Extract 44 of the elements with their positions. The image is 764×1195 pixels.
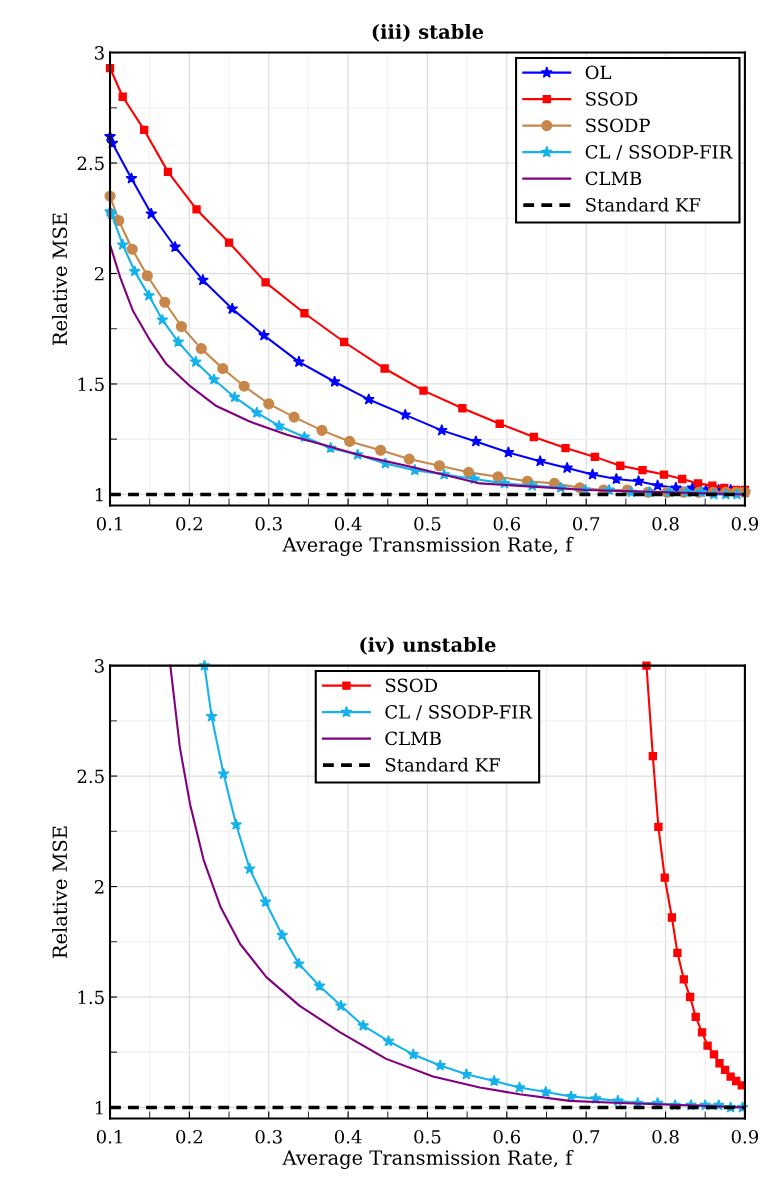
legend-label: CLMB — [385, 731, 441, 746]
x-tick-label: 0.7 — [573, 516, 600, 531]
legend-label: SSOD — [385, 678, 438, 693]
x-tick-label: 0.6 — [493, 516, 521, 531]
x-tick-label: 0.6 — [493, 1129, 521, 1144]
x-tick-label: 0.8 — [652, 1129, 679, 1144]
x-tick-label: 0.2 — [176, 1129, 202, 1144]
x-tick-label: 0.9 — [731, 1129, 759, 1144]
x-tick-label: 0.8 — [652, 516, 679, 531]
y-tick-label: 2 — [94, 880, 104, 894]
x-tick-label: 0.2 — [176, 516, 202, 531]
x-tick-label: 0.3 — [255, 516, 282, 531]
y-tick-label: 2.5 — [77, 769, 104, 784]
x-axis-title: Average Transmission Rate, f — [282, 536, 574, 556]
x-tick-label: 0.4 — [334, 516, 362, 531]
x-tick-label: 0.1 — [96, 516, 122, 531]
x-tick-label: 0.9 — [731, 516, 759, 531]
y-tick-label: 2.5 — [77, 156, 104, 171]
legend-label: Standard KF — [385, 757, 500, 772]
legend-label: CL / SSODP-FIR — [585, 145, 733, 161]
x-tick-label: 0.3 — [255, 1129, 282, 1144]
x-tick-label: 0.4 — [334, 1129, 362, 1144]
legend-label: CL / SSODP-FIR — [385, 705, 533, 721]
y-tick-label: 3 — [95, 46, 104, 60]
y-tick-label: 1.5 — [78, 377, 104, 392]
chart-title: (iv) unstable — [360, 636, 496, 655]
y-tick-label: 2 — [94, 266, 104, 281]
x-tick-label: 0.5 — [414, 516, 441, 531]
legend-label: SSOD — [586, 92, 638, 106]
legend-label: OL — [585, 65, 612, 80]
chart-title: (iii) stable — [372, 23, 484, 42]
y-tick-label: 1 — [95, 487, 103, 502]
x-tick-label: 0.7 — [573, 1129, 600, 1144]
x-axis-title: Average Transmission Rate, f — [282, 1149, 574, 1169]
legend-label: CLMB — [585, 171, 642, 186]
y-tick-label: 1 — [95, 1100, 103, 1115]
y-axis-title: Relative MSE — [52, 213, 68, 346]
legend-label: SSODP — [586, 118, 650, 133]
legend-label: Standard KF — [586, 197, 701, 212]
x-tick-label: 0.5 — [414, 1129, 441, 1144]
y-tick-label: 1.5 — [78, 990, 104, 1005]
x-tick-label: 0.1 — [96, 1129, 122, 1144]
y-tick-label: 3 — [95, 659, 104, 673]
y-axis-title: Relative MSE — [52, 826, 68, 959]
